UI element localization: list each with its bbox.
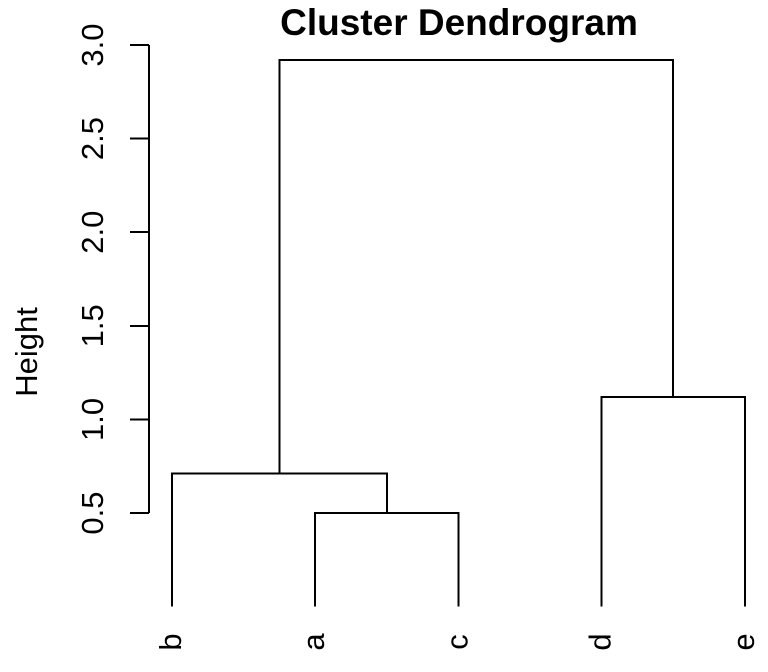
dendrogram-merge xyxy=(314,512,460,607)
y-tick-label: 1.5 xyxy=(75,304,110,347)
leaf-label: c xyxy=(439,634,474,650)
y-tick-label: 0.5 xyxy=(75,491,110,534)
leaf-label: e xyxy=(726,633,761,650)
dendrogram-merge xyxy=(600,395,746,607)
y-tick-label: 1.0 xyxy=(75,398,110,441)
leaf-label: d xyxy=(583,633,618,650)
leaf-label: b xyxy=(153,633,188,650)
chart-title: Cluster Dendrogram xyxy=(280,2,638,43)
y-tick-label: 3.0 xyxy=(75,23,110,66)
y-tick-label: 2.0 xyxy=(75,211,110,254)
leaf-label: a xyxy=(296,633,331,651)
dendrogram-merge xyxy=(171,472,388,607)
dendrogram-merge xyxy=(278,58,675,474)
y-tick-label: 2.5 xyxy=(75,117,110,160)
